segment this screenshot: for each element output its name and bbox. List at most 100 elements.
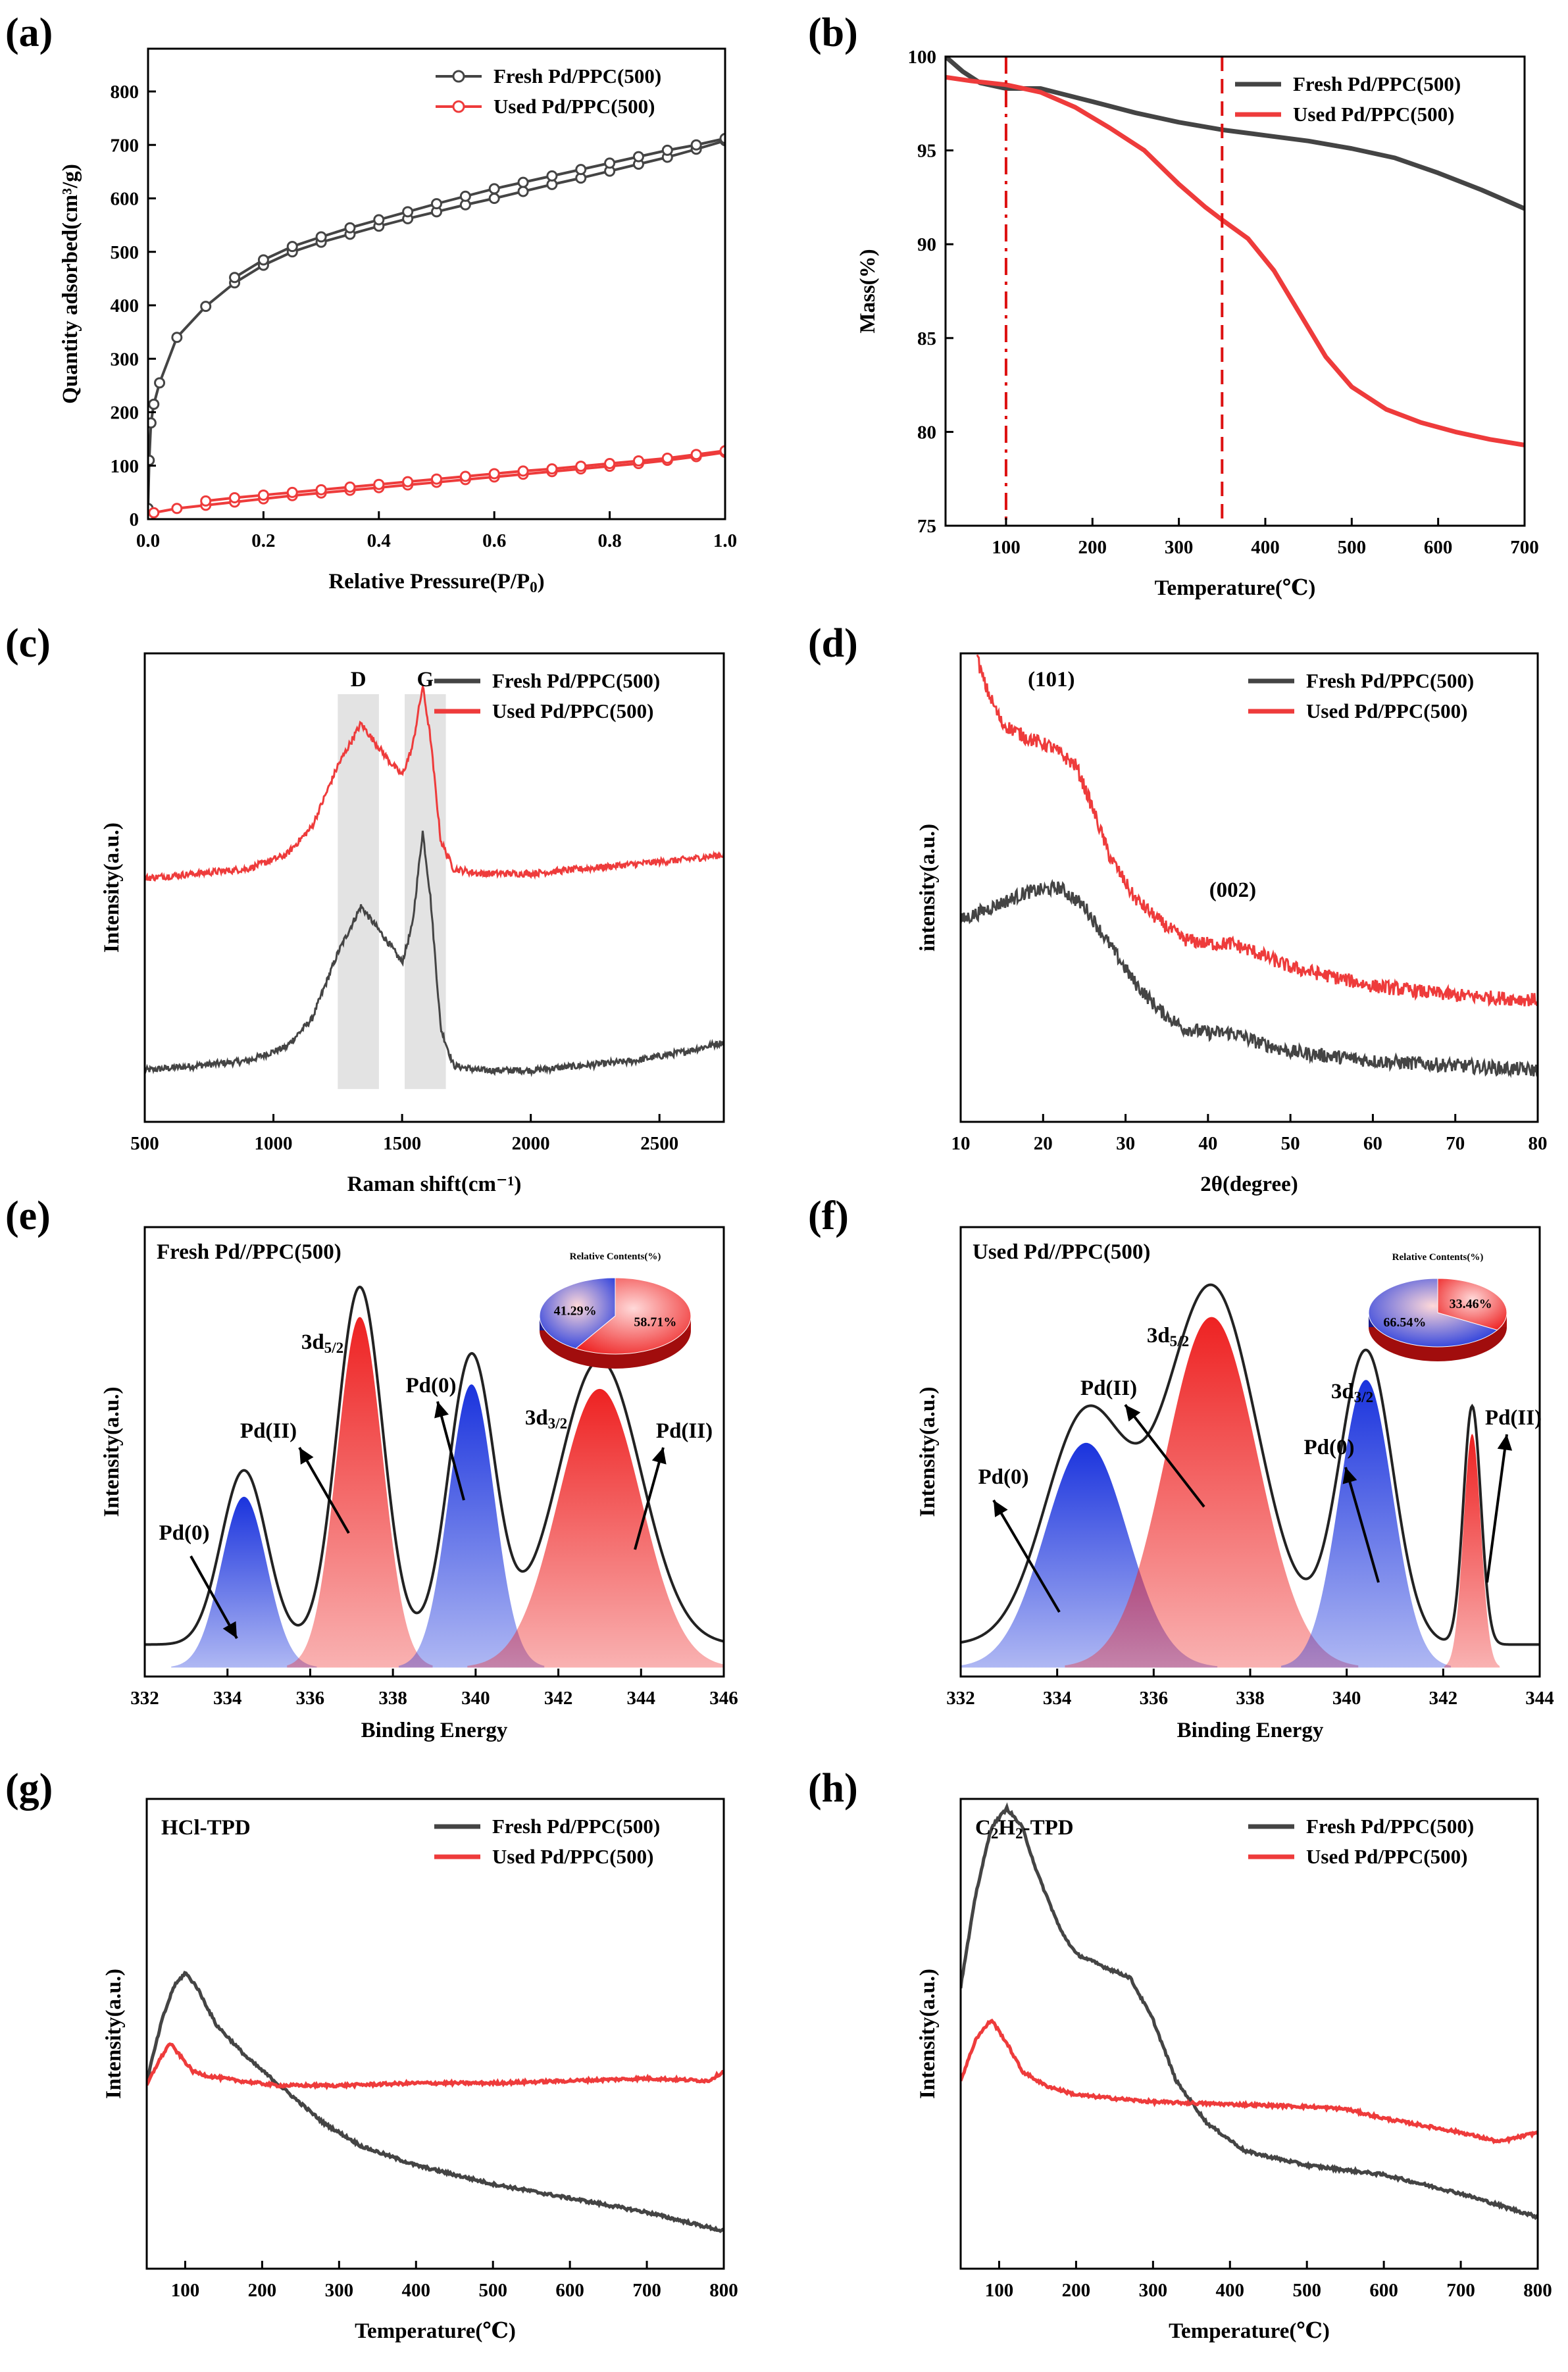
x-tick-label: 300 <box>1165 537 1194 558</box>
data-point <box>575 461 587 472</box>
legend-entry: Fresh Pd/PPC(500) <box>493 64 661 88</box>
x-tick-label: 2000 <box>512 1133 550 1154</box>
y-tick-label: 200 <box>111 403 139 424</box>
series-line <box>145 830 724 1077</box>
x-tick-label: 200 <box>1078 537 1107 558</box>
x-tick-label: 500 <box>1292 2280 1321 2301</box>
x-tick-label: 2500 <box>640 1133 678 1154</box>
data-point <box>546 170 558 182</box>
pie-slice-label: 41.29% <box>554 1303 597 1318</box>
data-point <box>315 231 327 243</box>
arrow-head <box>1497 1434 1513 1451</box>
data-point <box>257 489 269 501</box>
data-point <box>171 503 183 515</box>
x-tick-label: 100 <box>985 2280 1014 2301</box>
y-axis-title: Intensity(a.u.) <box>916 1386 940 1517</box>
plot-frame <box>143 652 725 1123</box>
data-point <box>431 473 442 485</box>
plot-area <box>961 1283 1540 1668</box>
arrow-head <box>434 1401 449 1419</box>
series-line <box>976 654 1538 1007</box>
y-axis-title: Intensity(a.u.) <box>100 1386 124 1517</box>
peak-label: Pd(0) <box>1304 1436 1355 1459</box>
pie-slice <box>1368 1278 1498 1348</box>
arrow-head <box>299 1448 314 1465</box>
x-tick-label: 80 <box>1529 1133 1548 1154</box>
band-highlight <box>405 694 446 1090</box>
legend-entry: Fresh Pd/PPC(500) <box>1306 1815 1474 1838</box>
panel-label: (h) <box>808 1766 858 1811</box>
data-point <box>632 455 644 467</box>
pie-slice-label: 66.54% <box>1383 1315 1426 1330</box>
envelope-line <box>961 1283 1540 1646</box>
x-tick-label: 338 <box>1236 1688 1265 1709</box>
x-tick-label: 0.2 <box>251 530 275 551</box>
x-tick-label: 700 <box>1446 2280 1475 2301</box>
x-tick-label: 300 <box>325 2280 354 2301</box>
arrow-head <box>994 1500 1008 1517</box>
x-tick-label: 344 <box>1525 1688 1554 1709</box>
subscript: 5/2 <box>1170 1332 1190 1350</box>
x-tick-label: 30 <box>1116 1133 1135 1154</box>
x-axis-title: Temperature(℃) <box>355 2319 516 2343</box>
data-point <box>286 241 298 253</box>
x-tick-label: 700 <box>632 2280 661 2301</box>
panel-f: (f) Used Pd//PPC(500) Pd(0) Pd(II) Pd(0) Pd(I… <box>808 1194 1554 1742</box>
x-tick-label: 334 <box>1043 1688 1072 1709</box>
x-axis-title: Relative Pressure(P/P0) <box>328 570 544 595</box>
peak-pd2 <box>1444 1434 1500 1668</box>
x-tick-label: 10 <box>951 1133 971 1154</box>
legend-entry: Fresh Pd/PPC(500) <box>492 1815 660 1838</box>
x-tick-label: 500 <box>478 2280 507 2301</box>
arrow-shaft <box>298 1447 350 1534</box>
subscript: 5/2 <box>324 1339 344 1356</box>
series-line <box>147 2042 724 2090</box>
subscript: 0 <box>530 578 538 595</box>
series-line <box>946 74 1525 447</box>
peak-pd2 <box>1065 1317 1359 1668</box>
plot-frame <box>145 1798 725 2270</box>
legend-entry: Used Pd/PPC(500) <box>492 699 653 722</box>
panel-label: (b) <box>808 11 858 55</box>
subscript: 2 <box>1015 1825 1023 1842</box>
data-point <box>344 481 356 493</box>
x-tick-label: 0.4 <box>367 530 391 551</box>
band-label-D: D <box>351 668 367 692</box>
panel-title: HCl-TPD <box>161 1816 251 1840</box>
plot-frame <box>944 55 1526 527</box>
x-tick-label: 332 <box>130 1688 159 1709</box>
x-tick-label: 200 <box>248 2280 277 2301</box>
x-tick-label: 200 <box>1062 2280 1091 2301</box>
series-line <box>234 137 725 279</box>
plot-area <box>147 1971 724 2233</box>
x-tick-label: 70 <box>1446 1133 1465 1154</box>
plot-area <box>145 684 724 1090</box>
x-tick-label: 100 <box>171 2280 200 2301</box>
x-tick-label: 334 <box>213 1688 242 1709</box>
data-point <box>604 157 616 169</box>
legend-entry: Used Pd/PPC(500) <box>493 95 655 118</box>
plot-frame <box>959 1798 1539 2270</box>
y-tick-label: 0 <box>130 509 139 530</box>
data-point <box>402 476 414 488</box>
peak-label-002: (002) <box>1209 878 1256 902</box>
text-part: 3d <box>1147 1324 1170 1348</box>
peak-pd2 <box>467 1388 724 1668</box>
x-tick-label: 400 <box>1251 537 1280 558</box>
orbital-label: 3d3/2 <box>525 1406 567 1432</box>
panel-c: (c) D G 500 1000 1500 2000 2500 Raman shift(cm⁻¹… <box>5 621 725 1196</box>
peak-label: Pd(II) <box>656 1419 713 1443</box>
arrow-head <box>1125 1405 1141 1422</box>
arrow-shaft <box>1486 1434 1508 1583</box>
y-tick-label: 500 <box>111 242 139 263</box>
x-tick-label: 340 <box>461 1688 490 1709</box>
pie-title: Relative Contents(%) <box>1392 1252 1484 1263</box>
data-point <box>575 164 587 176</box>
y-axis-title: Intensity(a.u.) <box>102 1969 126 2099</box>
pie-title: Relative Contents(%) <box>570 1251 661 1262</box>
x-tick-label: 60 <box>1363 1133 1382 1154</box>
panel-a: (a) 0.0 0.2 0.4 0.6 0.8 1.0 0 100 200 300 400 500 600… <box>5 11 737 595</box>
x-tick-label: 342 <box>1429 1688 1458 1709</box>
data-point <box>373 214 385 226</box>
